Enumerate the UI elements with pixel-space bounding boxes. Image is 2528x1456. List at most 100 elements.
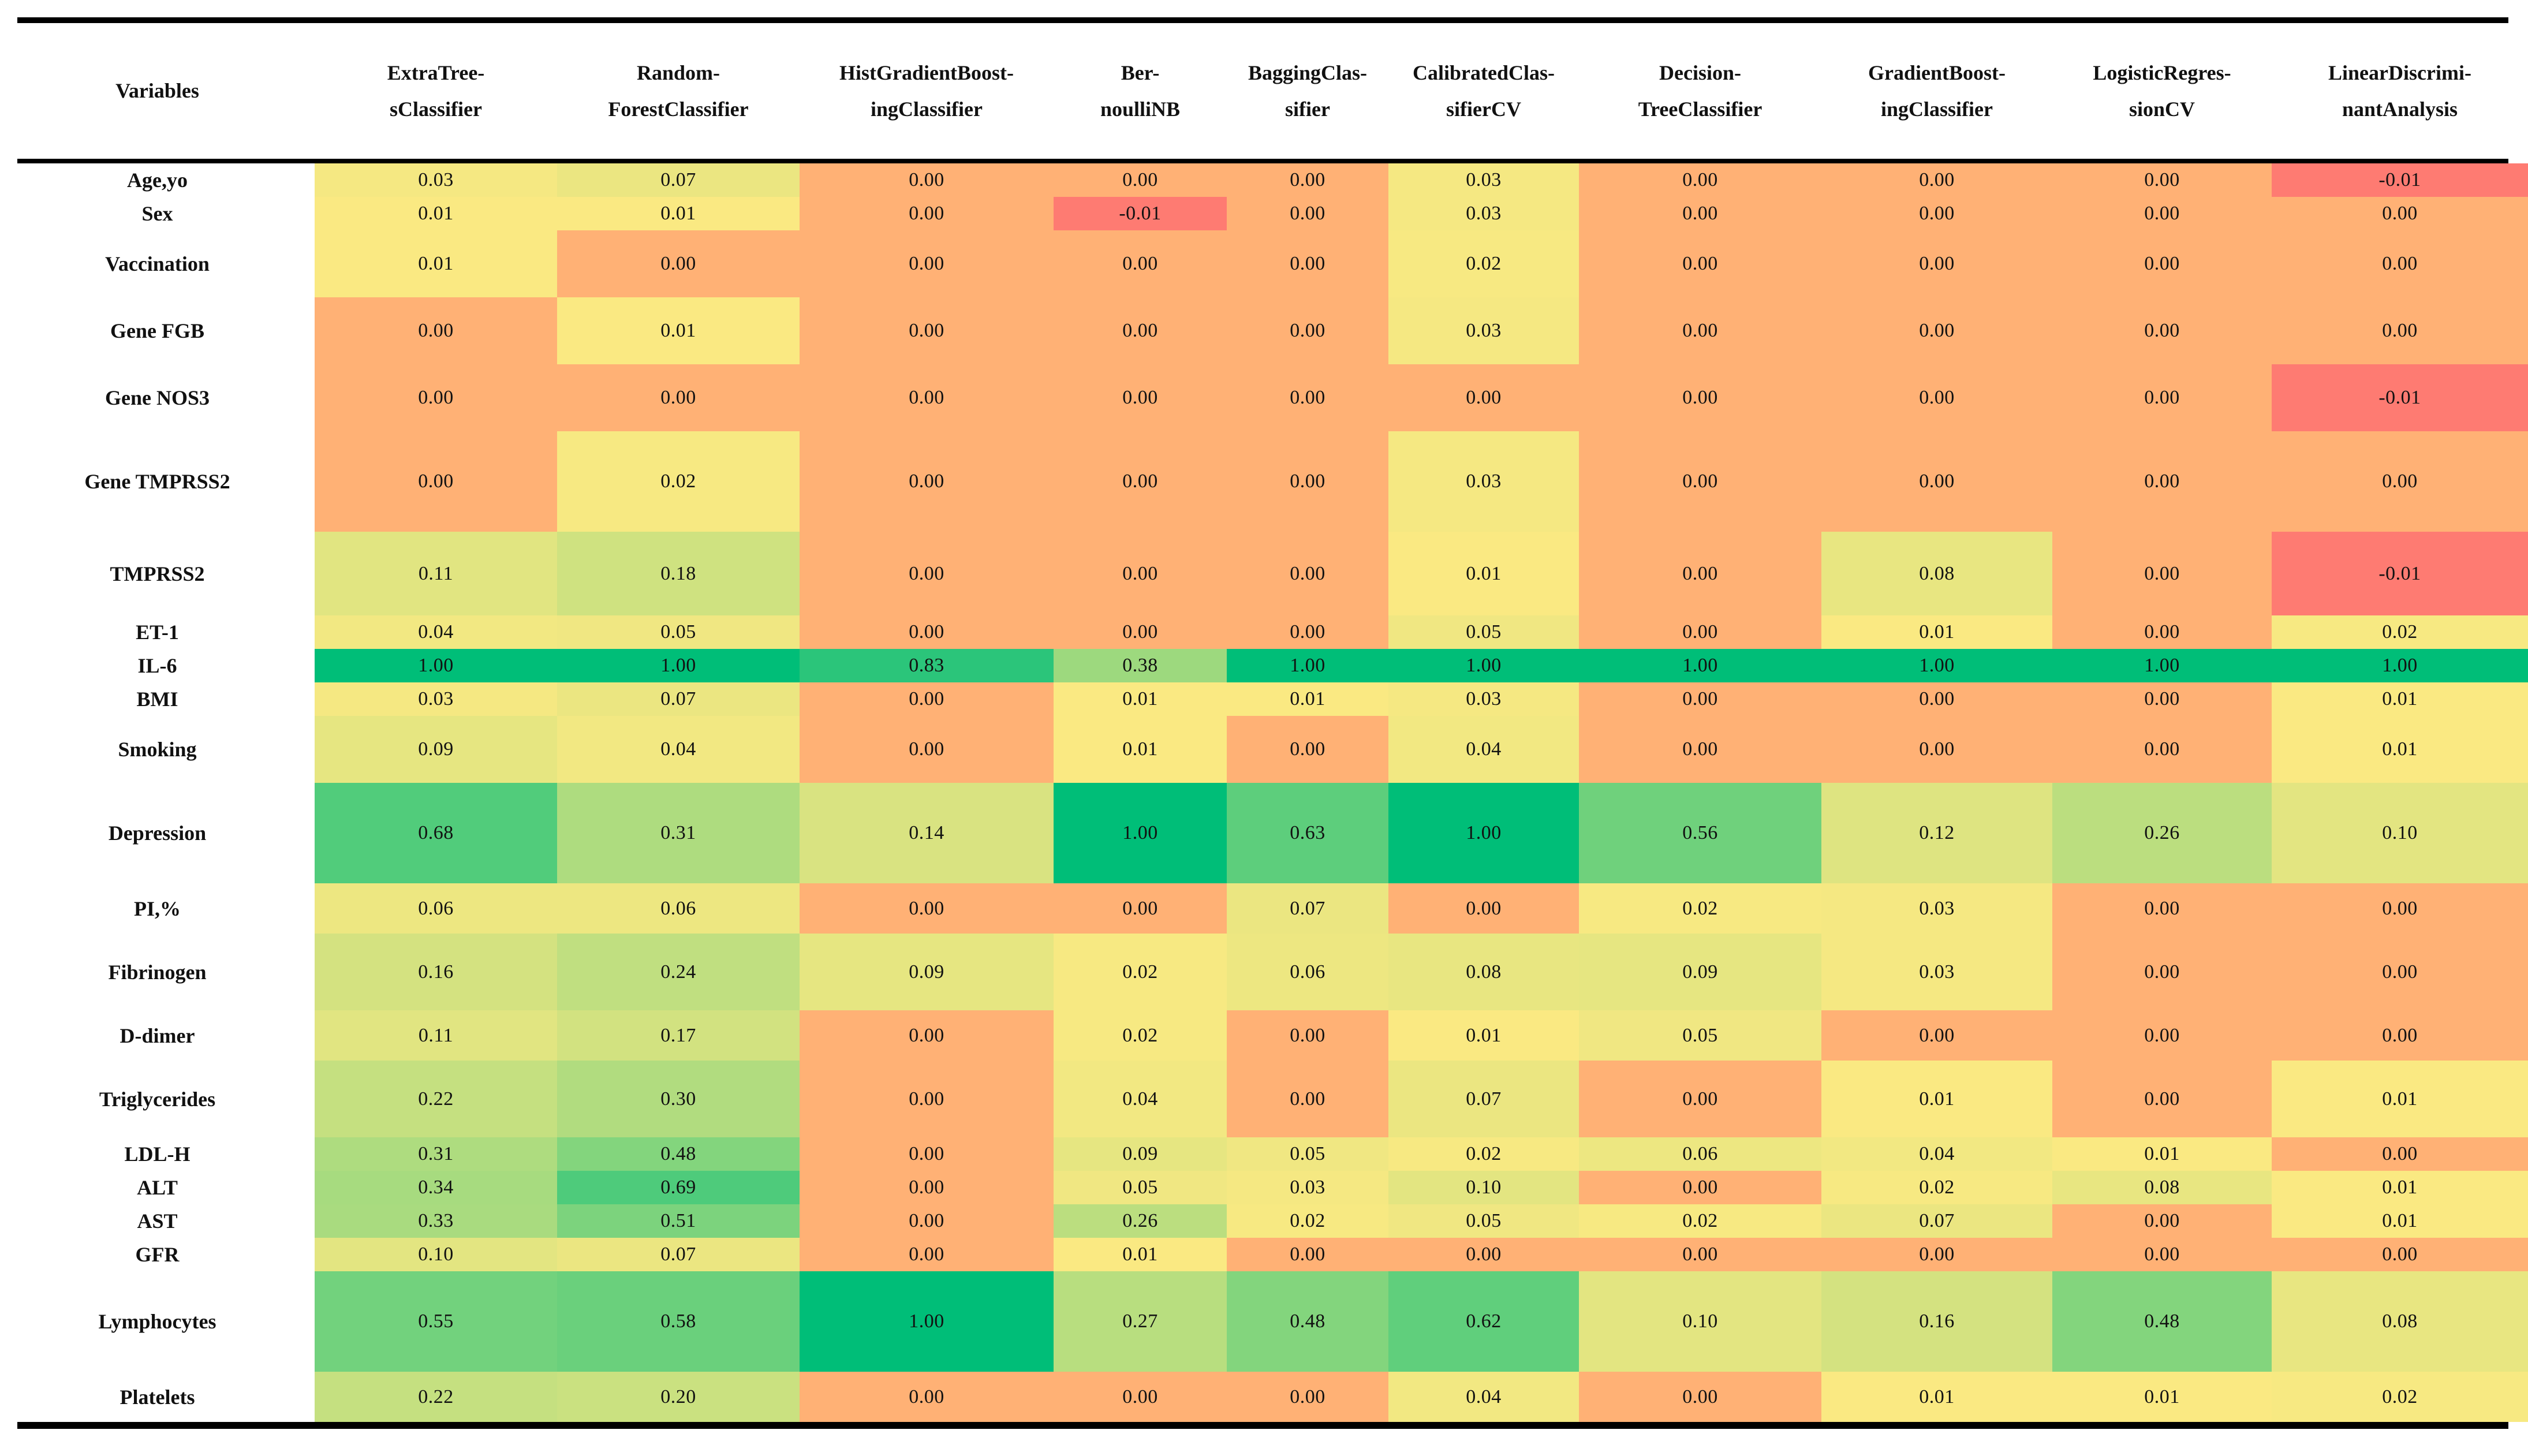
value-cell: 0.06	[557, 883, 800, 934]
value-cell: 0.03	[315, 682, 557, 716]
value-cell: 0.00	[1579, 197, 1821, 230]
value-cell: 0.68	[315, 783, 557, 883]
value-cell: 0.38	[1054, 649, 1227, 682]
row-label: Gene NOS3	[0, 364, 315, 431]
value-cell: 1.00	[2052, 649, 2272, 682]
value-cell: 0.00	[1821, 1010, 2052, 1061]
value-cell: 0.01	[2272, 1061, 2528, 1137]
column-header-classifier: Ber-noulliNB	[1054, 23, 1227, 159]
value-cell: 0.01	[1821, 1061, 2052, 1137]
value-cell: 0.55	[315, 1271, 557, 1372]
value-cell: 0.22	[315, 1061, 557, 1137]
value-cell: 0.00	[1227, 716, 1388, 783]
value-cell: 0.00	[800, 431, 1054, 532]
value-cell: 0.27	[1054, 1271, 1227, 1372]
table-top-rule	[17, 17, 2508, 23]
table-row: ET-1 0.04 0.05 0.00 0.00 0.00 0.05 0.00 0.01 0.00…	[0, 615, 2528, 649]
value-cell: 0.00	[800, 1372, 1054, 1422]
value-cell: 0.09	[800, 934, 1054, 1010]
value-cell: 0.01	[2272, 682, 2528, 716]
table-header-row: Variables ExtraTree-sClassifier Random- For…	[0, 23, 2528, 159]
column-header-variables: Variables	[0, 23, 315, 159]
row-label: BMI	[0, 682, 315, 716]
value-cell: 0.00	[1821, 431, 2052, 532]
value-cell: 0.10	[315, 1238, 557, 1271]
value-cell: 0.00	[800, 1061, 1054, 1137]
value-cell: 1.00	[1227, 649, 1388, 682]
column-header-line: GradientBoost-	[1868, 61, 2006, 84]
value-cell: 0.48	[557, 1137, 800, 1171]
value-cell: 0.09	[315, 716, 557, 783]
table-row: ALT 0.34 0.69 0.00 0.05 0.03 0.10 0.00 0.02 0.08 0…	[0, 1171, 2528, 1204]
value-cell: 0.00	[2272, 934, 2528, 1010]
value-cell: 0.00	[1227, 431, 1388, 532]
value-cell: 0.00	[1054, 297, 1227, 364]
column-header-classifier: ExtraTree-sClassifier	[315, 23, 557, 159]
value-cell: 0.05	[1054, 1171, 1227, 1204]
value-cell: 0.22	[315, 1372, 557, 1422]
value-cell: 0.07	[557, 1238, 800, 1271]
value-cell: 0.05	[1388, 615, 1579, 649]
column-header-line: BaggingClas-	[1248, 61, 1368, 84]
value-cell: 0.09	[1054, 1137, 1227, 1171]
value-cell: 0.00	[1579, 716, 1821, 783]
value-cell: 0.00	[1821, 716, 2052, 783]
value-cell: 0.00	[1821, 682, 2052, 716]
value-cell: 0.34	[315, 1171, 557, 1204]
value-cell: 0.02	[1054, 934, 1227, 1010]
value-cell: 0.00	[1579, 297, 1821, 364]
column-header-classifier: CalibratedClas-sifierCV	[1388, 23, 1579, 159]
row-label: Gene FGB	[0, 297, 315, 364]
value-cell: 0.31	[315, 1137, 557, 1171]
value-cell: 0.00	[1054, 615, 1227, 649]
value-cell: 0.16	[315, 934, 557, 1010]
table-row: Age,yo 0.03 0.07 0.00 0.00 0.00 0.03 0.00 0.00 0.…	[0, 163, 2528, 197]
value-cell: 0.00	[2272, 197, 2528, 230]
value-cell: 0.00	[1579, 163, 1821, 197]
value-cell: 0.14	[800, 783, 1054, 883]
value-cell: 0.17	[557, 1010, 800, 1061]
value-cell: 0.07	[557, 163, 800, 197]
table-row: TMPRSS2 0.11 0.18 0.00 0.00 0.00 0.01 0.00 0.08 0…	[0, 532, 2528, 615]
value-cell: 0.00	[1579, 230, 1821, 297]
value-cell: 0.00	[2272, 1010, 2528, 1061]
value-cell: 1.00	[1054, 783, 1227, 883]
column-header-line: HistGradientBoost-	[839, 61, 1014, 84]
column-header-line: ForestClassifier	[608, 97, 749, 121]
value-cell: 0.01	[315, 197, 557, 230]
value-cell: 0.00	[2272, 297, 2528, 364]
value-cell: -0.01	[2272, 364, 2528, 431]
value-cell: 0.03	[1227, 1171, 1388, 1204]
value-cell: 0.06	[1579, 1137, 1821, 1171]
value-cell: 0.01	[2272, 1171, 2528, 1204]
value-cell: 0.08	[2272, 1271, 2528, 1372]
value-cell: 0.00	[1821, 1238, 2052, 1271]
value-cell: 0.00	[1227, 1238, 1388, 1271]
value-cell: 0.00	[315, 297, 557, 364]
value-cell: 0.00	[1054, 431, 1227, 532]
value-cell: 0.30	[557, 1061, 800, 1137]
value-cell: 1.00	[315, 649, 557, 682]
value-cell: 0.00	[800, 364, 1054, 431]
value-cell: 0.01	[557, 197, 800, 230]
value-cell: 0.00	[1054, 364, 1227, 431]
column-header-line: ingClassifier	[871, 97, 983, 121]
value-cell: 0.00	[800, 1137, 1054, 1171]
value-cell: 0.00	[1227, 297, 1388, 364]
table-row: Gene FGB 0.00 0.01 0.00 0.00 0.00 0.03 0.00 0.00…	[0, 297, 2528, 364]
value-cell: 0.02	[1388, 230, 1579, 297]
value-cell: 0.02	[1821, 1171, 2052, 1204]
value-cell: 0.02	[2272, 1372, 2528, 1422]
value-cell: 0.03	[1388, 682, 1579, 716]
value-cell: 0.10	[2272, 783, 2528, 883]
value-cell: 0.03	[1388, 431, 1579, 532]
table-row: Platelets 0.22 0.20 0.00 0.00 0.00 0.04 0.00 0.0…	[0, 1372, 2528, 1422]
value-cell: 0.12	[1821, 783, 2052, 883]
feature-importance-table: Variables ExtraTree-sClassifier Random- For…	[0, 17, 2528, 1429]
value-cell: 0.00	[2052, 230, 2272, 297]
value-cell: 0.00	[800, 1171, 1054, 1204]
column-header-line: ExtraTree-	[387, 61, 485, 84]
value-cell: 0.06	[1227, 934, 1388, 1010]
value-cell: 0.33	[315, 1204, 557, 1238]
value-cell: 0.00	[800, 716, 1054, 783]
